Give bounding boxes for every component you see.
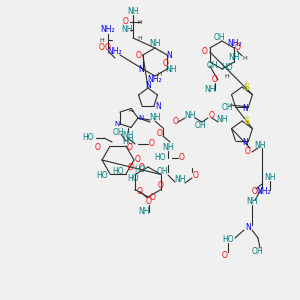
Text: HO: HO [134,164,146,173]
Text: NH: NH [184,112,196,121]
Text: O: O [193,170,199,179]
Text: NH₂: NH₂ [148,76,162,85]
Text: H: H [138,20,142,25]
Text: NH: NH [121,26,133,34]
Text: N: N [138,64,144,74]
Text: NH: NH [162,143,174,152]
Text: HO: HO [154,154,166,163]
Text: O: O [123,17,129,26]
Text: S: S [243,118,249,127]
Text: H: H [138,35,142,40]
Text: O: O [245,148,251,157]
Text: ~: ~ [128,107,135,116]
Text: H: H [158,71,162,76]
Text: H: H [100,38,104,43]
Text: NH: NH [149,113,161,122]
Text: N: N [114,121,119,127]
Text: O: O [136,50,142,59]
Text: O: O [95,143,101,152]
Text: NH: NH [228,52,240,62]
Text: OH: OH [112,128,124,136]
Text: OH: OH [207,61,219,70]
Text: O: O [202,46,208,56]
Text: NH: NH [122,130,134,140]
Text: NH: NH [264,173,276,182]
Text: O: O [99,44,105,52]
Text: NH: NH [254,140,266,149]
Text: HO: HO [96,171,108,180]
Text: O: O [234,44,240,52]
Text: O: O [105,44,111,52]
Text: H: H [243,56,248,61]
Text: NH: NH [127,8,139,16]
Text: NH₂: NH₂ [108,47,122,56]
Text: NH: NH [216,116,228,124]
Text: NH: NH [204,85,216,94]
Text: N: N [243,104,248,113]
Text: OH: OH [194,122,206,130]
Text: O: O [212,76,218,85]
Text: O: O [222,250,228,260]
Text: NH: NH [174,176,186,184]
Text: O: O [137,187,143,196]
Text: HO: HO [127,174,139,183]
Text: O: O [157,128,163,137]
Text: O: O [179,154,185,163]
Text: O: O [150,193,156,202]
Text: OH: OH [251,248,263,256]
Text: OH: OH [156,167,168,176]
Text: H: H [225,74,230,79]
Text: NH: NH [138,207,150,216]
Text: NH₂: NH₂ [101,26,115,34]
Text: O: O [149,140,155,148]
Text: NH: NH [246,197,258,206]
Text: NH₂: NH₂ [257,188,271,196]
Text: N: N [245,224,251,232]
Text: NH₂: NH₂ [227,40,242,49]
Text: HO: HO [82,134,94,142]
Text: O: O [158,181,164,190]
Text: NH: NH [165,64,177,74]
Text: NH: NH [149,38,161,47]
Text: O: O [209,110,215,119]
Text: O: O [162,59,168,68]
Text: S: S [243,83,249,92]
Text: N: N [166,50,172,59]
Text: N: N [138,115,144,121]
Text: HO: HO [222,236,234,244]
Text: OH: OH [213,32,225,41]
Text: O: O [146,197,152,206]
Text: O: O [128,163,134,172]
Text: O: O [139,164,145,172]
Text: O: O [127,143,133,152]
Text: N: N [243,138,248,147]
Text: O: O [173,118,179,127]
Text: O: O [252,188,258,196]
Text: N: N [145,80,151,89]
Text: HO: HO [221,62,233,71]
Text: HO: HO [112,167,124,176]
Text: O: O [135,155,141,164]
Text: N: N [155,102,161,111]
Text: HO: HO [122,136,134,146]
Text: OH: OH [221,103,233,112]
